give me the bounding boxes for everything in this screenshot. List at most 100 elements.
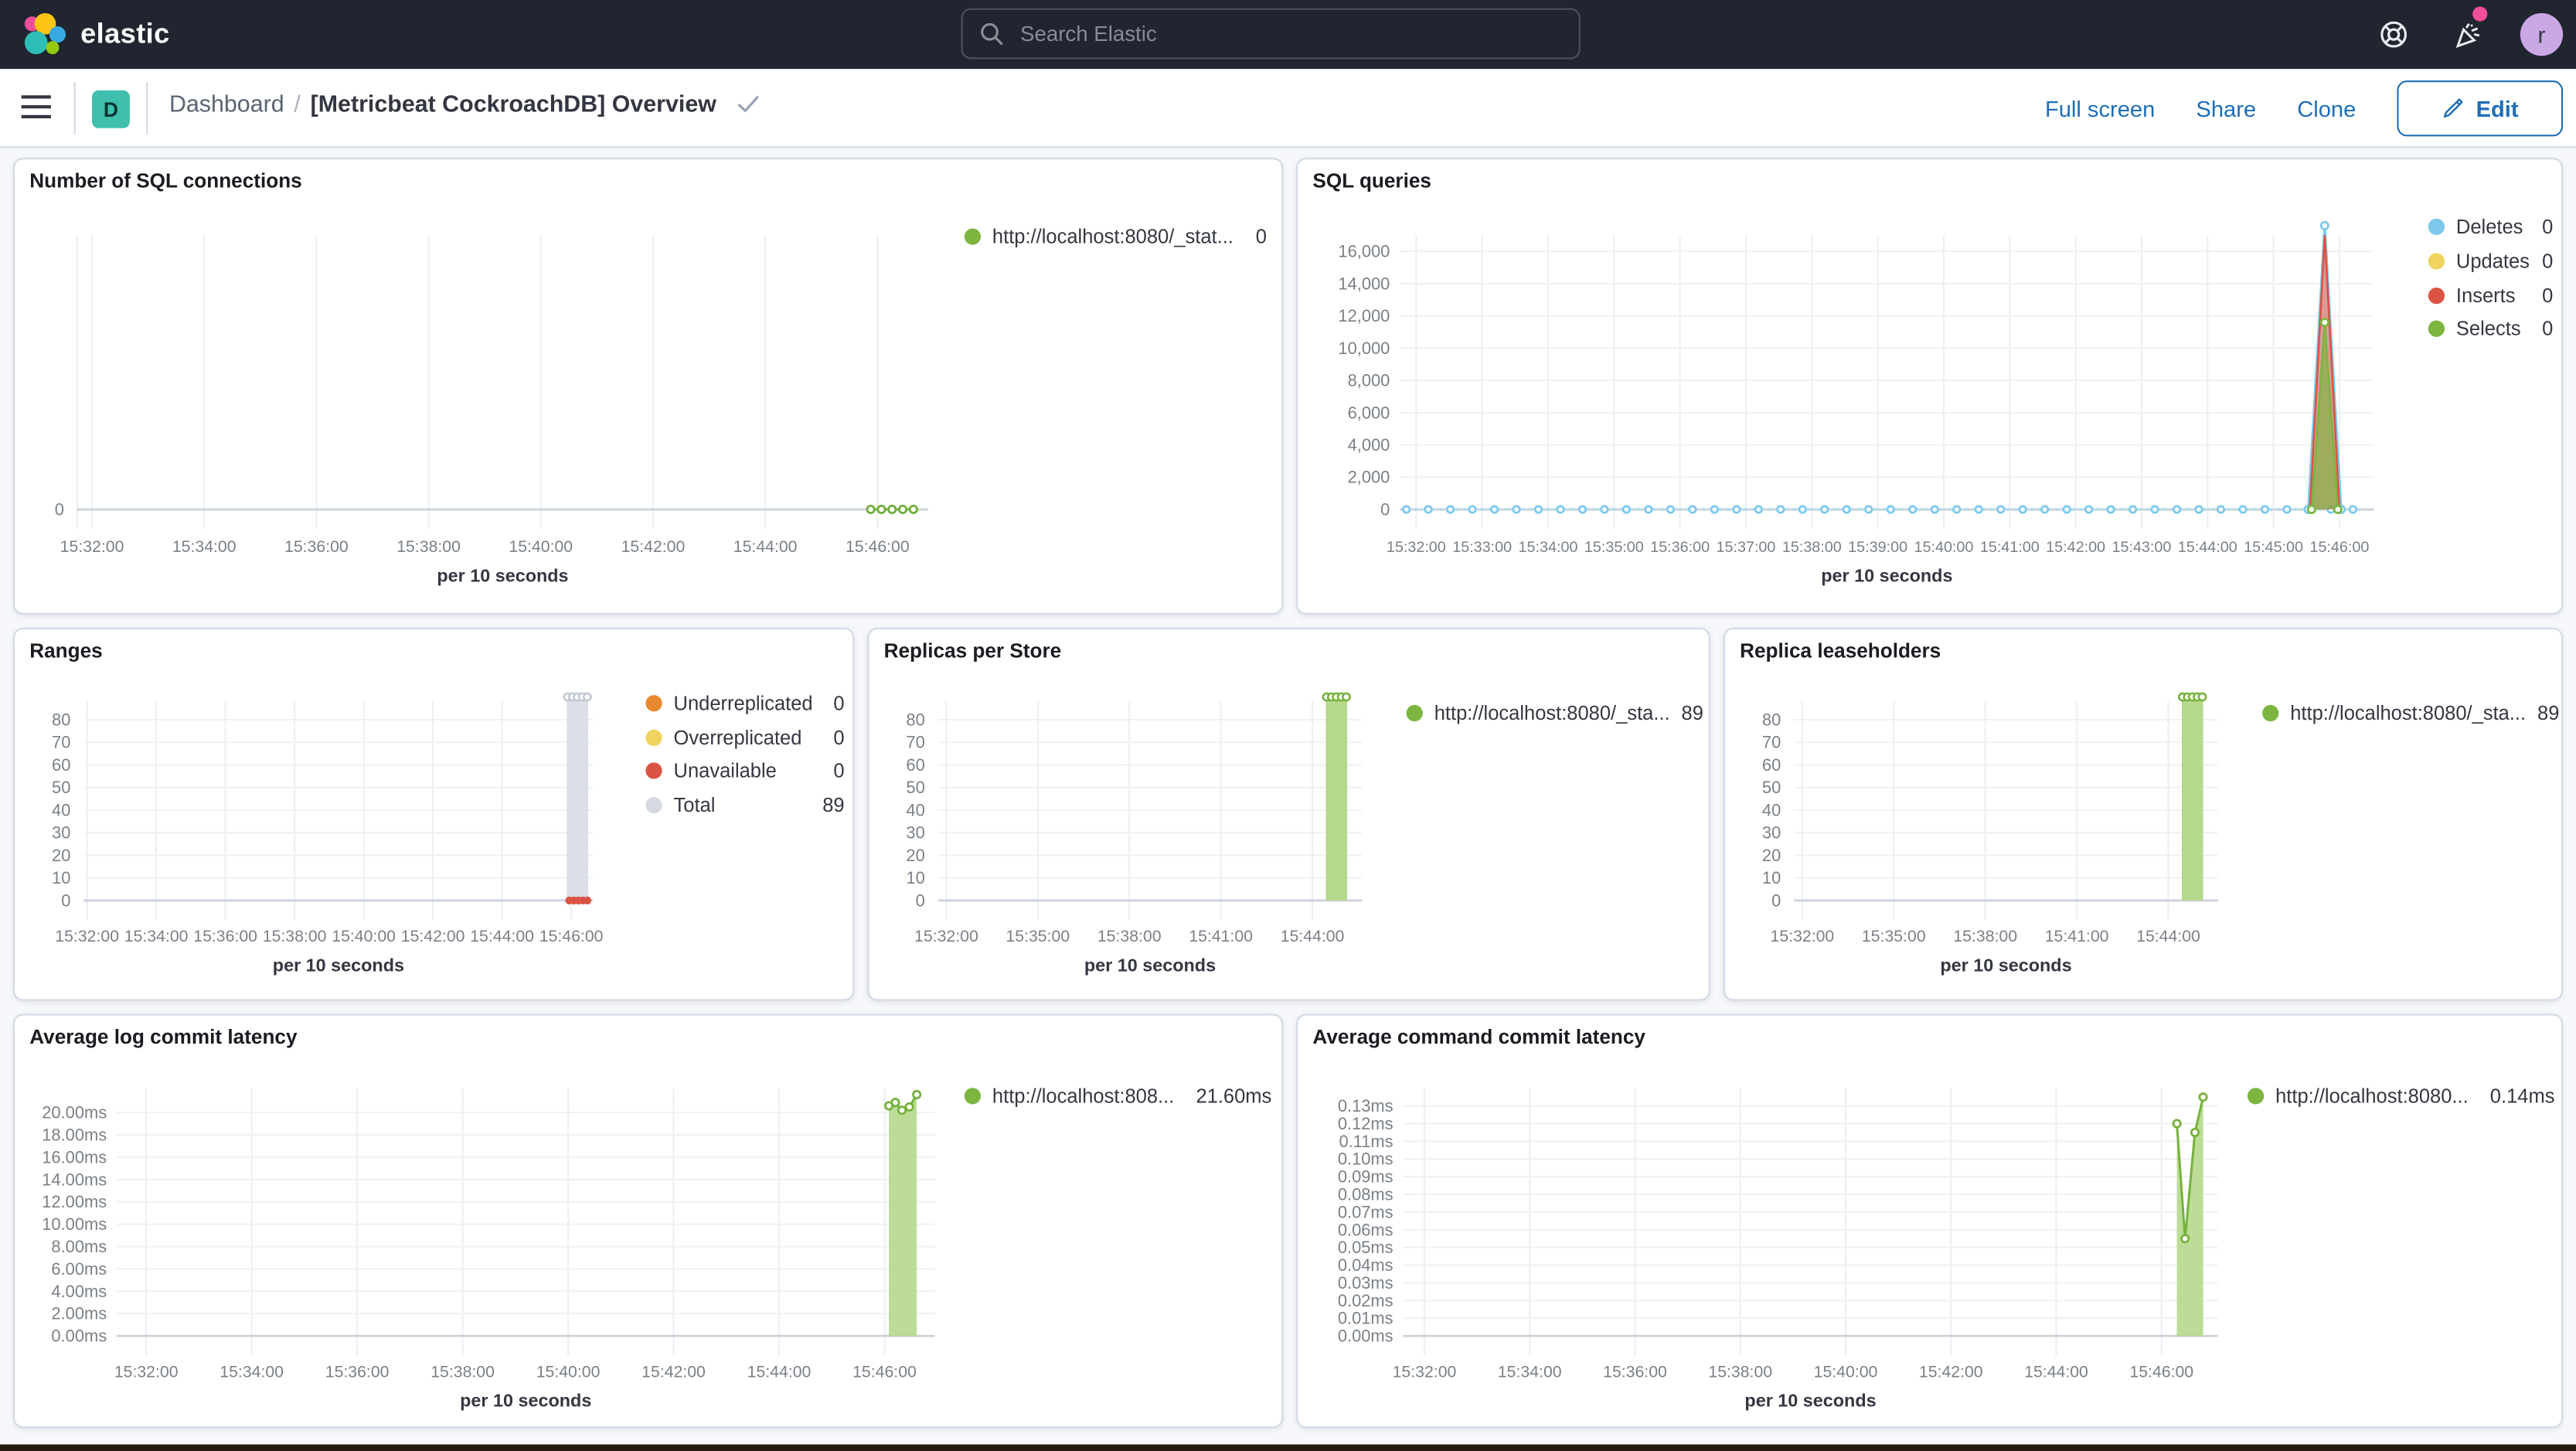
svg-text:15:40:00: 15:40:00 [536, 1362, 601, 1381]
chart-legend: http://localhost:8080/_sta... 89 [869, 629, 1708, 999]
elastic-logo-icon [23, 13, 66, 56]
legend-label: http://localhost:8080... [2275, 1084, 2469, 1108]
clone-button[interactable]: Clone [2297, 96, 2357, 121]
global-header: elastic r [0, 0, 2576, 70]
panel-sql-queries: SQL queries 15:32:00 15:33:00 15:34:00 15:3… [1296, 158, 2564, 615]
global-search[interactable] [961, 8, 1581, 60]
panel-replicas-per-store: Replicas per Store 15:32:00 15:35:00 15:38… [867, 628, 1710, 1001]
share-button[interactable]: Share [2196, 96, 2257, 121]
chart-average-log-commit-latency[interactable]: 15:32:00 15:34:00 15:36:00 15:38:00 15:40:00… [15, 1016, 1281, 1426]
legend-item[interactable]: Updates 0 [2428, 250, 2553, 272]
chart-replicas-per-store[interactable]: 15:32:00 15:35:00 15:38:00 15:41:00 15:44:00… [869, 629, 1708, 999]
dashboard-app-badge[interactable]: D [92, 90, 130, 128]
panel-title[interactable]: Average command commit latency [1312, 1025, 1645, 1049]
svg-text:0.12ms: 0.12ms [1338, 1114, 1393, 1133]
panel-title[interactable]: Replicas per Store [883, 639, 1062, 662]
svg-text:15:32:00: 15:32:00 [55, 927, 119, 945]
chart-svg: 15:32:00 15:34:00 15:36:00 15:38:00 15:40:00… [42, 1088, 935, 1411]
legend-label: Underreplicated [673, 691, 813, 715]
breadcrumb-dashboard-link[interactable]: Dashboard [168, 92, 284, 119]
svg-text:10: 10 [52, 868, 70, 887]
svg-text:15:44:00: 15:44:00 [2136, 927, 2200, 945]
svg-text:2,000: 2,000 [1348, 468, 1390, 487]
svg-text:15:44:00: 15:44:00 [733, 537, 798, 556]
svg-text:15:32:00: 15:32:00 [1393, 1362, 1457, 1381]
chart-ranges[interactable]: 15:32:00 15:34:00 15:36:00 15:38:00 15:40:00… [15, 629, 852, 999]
edit-button[interactable]: Edit [2397, 80, 2564, 137]
svg-text:0.07ms: 0.07ms [1338, 1202, 1393, 1221]
legend-item[interactable]: Inserts 0 [2428, 284, 2553, 307]
x-axis-title: per 10 seconds [1744, 1391, 1876, 1411]
legend-swatch [2247, 1088, 2265, 1105]
legend-item[interactable]: Total 89 [645, 794, 845, 817]
legend-swatch [2428, 252, 2445, 270]
svg-text:10: 10 [906, 868, 924, 887]
svg-text:15:32:00: 15:32:00 [914, 927, 978, 945]
legend-item[interactable]: http://localhost:8080/_stat... 0 [964, 225, 1267, 248]
legend-item[interactable]: Underreplicated 0 [645, 691, 845, 715]
svg-text:0.11ms: 0.11ms [1339, 1132, 1393, 1151]
svg-text:15:32:00: 15:32:00 [114, 1362, 179, 1381]
x-axis-title: per 10 seconds [437, 565, 568, 585]
legend-swatch [964, 1088, 982, 1105]
svg-text:60: 60 [1762, 755, 1781, 775]
legend-item[interactable]: Overreplicated 0 [645, 725, 845, 749]
help-icon[interactable] [2373, 13, 2415, 56]
svg-text:15:32:00: 15:32:00 [1771, 927, 1835, 945]
legend-item[interactable]: Selects 0 [2428, 318, 2553, 341]
panel-title[interactable]: Ranges [29, 639, 103, 662]
legend-item[interactable]: http://localhost:8080... 0.14ms [2247, 1084, 2554, 1108]
chart-number-of-sql-connections[interactable]: 15:32:00 15:34:00 15:36:00 15:38:00 15:40:00… [15, 159, 1281, 613]
full-screen-button[interactable]: Full screen [2044, 96, 2156, 121]
legend-label: Overreplicated [673, 725, 802, 749]
divider [146, 82, 148, 135]
svg-text:8,000: 8,000 [1348, 371, 1390, 390]
svg-text:14.00ms: 14.00ms [42, 1170, 107, 1189]
panel-title[interactable]: Number of SQL connections [29, 169, 302, 192]
legend-swatch [2262, 704, 2279, 722]
svg-text:15:38:00: 15:38:00 [1953, 927, 2017, 945]
dashboard-toolbar: D Dashboard / [Metricbeat CockroachDB] Ove… [0, 69, 2576, 148]
chart-legend: http://localhost:8080/_sta... 89 [1725, 629, 2561, 999]
svg-text:30: 30 [1762, 823, 1781, 843]
menu-icon[interactable] [21, 95, 51, 120]
chart-legend: http://localhost:8080/_stat... 0 [15, 159, 1281, 613]
svg-text:15:35:00: 15:35:00 [1006, 927, 1070, 945]
elastic-logo-text: elastic [80, 18, 170, 49]
svg-text:15:44:00: 15:44:00 [747, 1362, 812, 1381]
search-icon [979, 22, 1004, 46]
elastic-logo[interactable]: elastic [23, 13, 170, 56]
svg-text:15:40:00: 15:40:00 [1914, 539, 1974, 556]
x-axis-title: per 10 seconds [1940, 955, 2071, 975]
chart-average-command-commit-latency[interactable]: 15:32:00 15:34:00 15:36:00 15:38:00 15:40:00… [1298, 1016, 2561, 1426]
svg-text:15:34:00: 15:34:00 [124, 927, 189, 945]
chart-sql-queries[interactable]: 15:32:00 15:33:00 15:34:00 15:35:00 15:36:00… [1298, 159, 2561, 613]
svg-text:10.00ms: 10.00ms [42, 1214, 107, 1234]
legend-item[interactable]: Unavailable 0 [645, 759, 845, 783]
search-input[interactable] [1016, 19, 1563, 48]
chart-legend: Underreplicated 0 Overreplicated 0 Unavailab… [15, 629, 852, 999]
panel-title[interactable]: Average log commit latency [29, 1025, 298, 1049]
svg-text:15:44:00: 15:44:00 [470, 927, 534, 945]
user-avatar[interactable]: r [2520, 13, 2564, 56]
svg-text:12.00ms: 12.00ms [42, 1192, 107, 1211]
breadcrumb: Dashboard / [Metricbeat CockroachDB] Overv… [169, 92, 759, 118]
news-feed-icon[interactable] [2446, 13, 2489, 56]
legend-label: Selects [2455, 318, 2521, 341]
x-axis-title: per 10 seconds [1084, 955, 1216, 975]
screen-bottom-edge [0, 1444, 2576, 1451]
legend-item[interactable]: http://localhost:808... 21.60ms [964, 1085, 1271, 1108]
svg-text:0.08ms: 0.08ms [1338, 1185, 1393, 1204]
legend-value: 0 [833, 725, 845, 749]
svg-text:15:44:00: 15:44:00 [2178, 539, 2237, 556]
svg-text:70: 70 [906, 733, 924, 752]
legend-item[interactable]: http://localhost:8080/_sta... 89 [2262, 702, 2559, 724]
legend-item[interactable]: http://localhost:8080/_sta... 89 [1406, 702, 1703, 724]
chart-svg: 15:32:00 15:34:00 15:36:00 15:38:00 15:40:00… [55, 234, 929, 585]
svg-text:0: 0 [55, 499, 64, 519]
chart-replica-leaseholders[interactable]: 15:32:00 15:35:00 15:38:00 15:41:00 15:44:00… [1725, 629, 2561, 999]
legend-label: Unavailable [673, 759, 777, 783]
panel-title[interactable]: Replica leaseholders [1740, 639, 1941, 662]
panel-title[interactable]: SQL queries [1312, 169, 1431, 192]
legend-item[interactable]: Deletes 0 [2428, 215, 2553, 238]
